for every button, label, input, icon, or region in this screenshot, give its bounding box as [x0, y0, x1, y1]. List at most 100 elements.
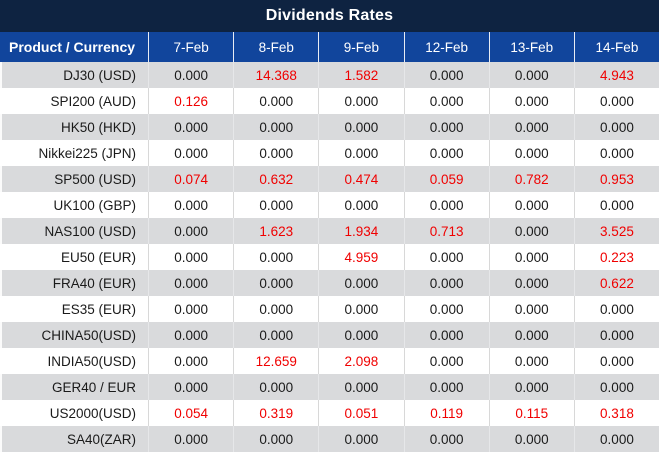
dividend-value-zero: 0.000	[403, 426, 489, 452]
product-name: SA40(ZAR)	[66, 431, 136, 447]
dividend-value-zero: 0.000	[403, 348, 489, 374]
dividend-value-zero: 0.000	[403, 88, 489, 114]
dividend-value-nonzero: 3.525	[573, 218, 659, 244]
product-name: INDIA50(USD)	[47, 353, 136, 369]
dividend-value-zero: 0.000	[573, 348, 659, 374]
product-name: ES35 (EUR)	[61, 301, 136, 317]
dividend-value-zero: 0.000	[148, 62, 233, 88]
column-header-date: 12-Feb	[403, 32, 489, 62]
dividend-value-nonzero: 0.119	[403, 400, 489, 426]
dividend-value-zero: 0.000	[403, 322, 489, 348]
dividend-value-zero: 0.000	[318, 114, 403, 140]
dividend-value-zero: 0.000	[148, 322, 233, 348]
dividend-value-zero: 0.000	[488, 114, 574, 140]
dividend-value-zero: 0.000	[488, 192, 574, 218]
dividend-value-zero: 0.000	[573, 88, 659, 114]
table-row: US2000(USD) 0.054 0.319 0.051 0.119 0.115 0.31…	[0, 400, 659, 426]
product-name: NAS100 (USD)	[44, 223, 136, 239]
column-header-date: 13-Feb	[488, 32, 574, 62]
dividend-value-nonzero: 1.623	[233, 218, 318, 244]
dividend-value-nonzero: 0.059	[403, 166, 489, 192]
dividend-value-nonzero: 0.953	[573, 166, 659, 192]
column-header-product-currency: Product / Currency	[9, 39, 136, 55]
product-name: US2000(USD)	[49, 405, 136, 421]
dividend-value-nonzero: 0.074	[148, 166, 233, 192]
table-row: HK50 (HKD) 0.000 0.000 0.000 0.000 0.000 0.000	[0, 114, 659, 140]
title-bar: Dividends Rates	[0, 0, 659, 32]
dividend-value-zero: 0.000	[488, 88, 574, 114]
dividend-value-zero: 0.000	[488, 348, 574, 374]
dividend-value-nonzero: 0.713	[403, 218, 489, 244]
product-name: HK50 (HKD)	[60, 119, 136, 135]
dividend-value-zero: 0.000	[233, 140, 318, 166]
product-name: CHINA50(USD)	[41, 327, 136, 343]
column-header-date: 8-Feb	[233, 32, 318, 62]
table-header-row: Product / Currency 7-Feb 8-Feb 9-Feb 12-Feb…	[0, 32, 659, 62]
dividend-value-zero: 0.000	[318, 296, 403, 322]
table-row: SPI200 (AUD) 0.126 0.000 0.000 0.000 0.000 0.0…	[0, 88, 659, 114]
dividend-value-nonzero: 0.115	[488, 400, 574, 426]
dividend-value-zero: 0.000	[233, 426, 318, 452]
dividend-value-zero: 0.000	[573, 114, 659, 140]
product-name: FRA40 (EUR)	[52, 275, 136, 291]
dividend-value-nonzero: 14.368	[233, 62, 318, 88]
dividend-value-nonzero: 0.782	[488, 166, 574, 192]
dividend-value-zero: 0.000	[403, 114, 489, 140]
product-name: SPI200 (AUD)	[50, 93, 136, 109]
dividend-value-zero: 0.000	[233, 270, 318, 296]
dividend-value-zero: 0.000	[573, 426, 659, 452]
dividend-value-zero: 0.000	[403, 62, 489, 88]
table-body: DJ30 (USD) 0.000 14.368 1.582 0.000 0.000 4.94…	[0, 62, 659, 452]
table-row: Nikkei225 (JPN) 0.000 0.000 0.000 0.000 0.000…	[0, 140, 659, 166]
dividend-value-zero: 0.000	[318, 192, 403, 218]
dividend-value-zero: 0.000	[318, 88, 403, 114]
dividend-value-nonzero: 12.659	[233, 348, 318, 374]
dividend-value-zero: 0.000	[573, 322, 659, 348]
dividend-value-zero: 0.000	[488, 218, 574, 244]
dividend-value-zero: 0.000	[403, 244, 489, 270]
dividend-value-zero: 0.000	[318, 374, 403, 400]
dividend-value-zero: 0.000	[318, 270, 403, 296]
dividend-value-nonzero: 4.943	[573, 62, 659, 88]
dividend-value-nonzero: 1.582	[318, 62, 403, 88]
dividend-value-zero: 0.000	[573, 296, 659, 322]
product-name: Nikkei225 (JPN)	[38, 145, 136, 161]
product-name: GER40 / EUR	[51, 379, 136, 395]
dividend-value-zero: 0.000	[233, 114, 318, 140]
dividend-value-zero: 0.000	[573, 140, 659, 166]
dividend-value-nonzero: 0.318	[573, 400, 659, 426]
table-row: SA40(ZAR) 0.000 0.000 0.000 0.000 0.000 0.000	[0, 426, 659, 452]
product-name: UK100 (GBP)	[53, 197, 136, 213]
dividend-value-zero: 0.000	[233, 192, 318, 218]
dividend-value-nonzero: 2.098	[318, 348, 403, 374]
dividend-value-nonzero: 4.959	[318, 244, 403, 270]
column-header-date: 7-Feb	[148, 32, 233, 62]
table-row: DJ30 (USD) 0.000 14.368 1.582 0.000 0.000 4.94…	[0, 62, 659, 88]
dividend-value-nonzero: 0.223	[573, 244, 659, 270]
dividend-value-zero: 0.000	[488, 296, 574, 322]
column-header-date: 14-Feb	[573, 32, 659, 62]
dividend-value-zero: 0.000	[403, 192, 489, 218]
table-row: EU50 (EUR) 0.000 0.000 4.959 0.000 0.000 0.223	[0, 244, 659, 270]
dividend-value-zero: 0.000	[233, 88, 318, 114]
table-row: INDIA50(USD) 0.000 12.659 2.098 0.000 0.000 0.…	[0, 348, 659, 374]
dividend-value-zero: 0.000	[488, 426, 574, 452]
dividend-value-zero: 0.000	[573, 192, 659, 218]
product-name: EU50 (EUR)	[60, 249, 136, 265]
dividend-value-nonzero: 0.474	[318, 166, 403, 192]
dividend-value-zero: 0.000	[403, 270, 489, 296]
dividend-value-zero: 0.000	[148, 296, 233, 322]
column-header-date: 9-Feb	[318, 32, 403, 62]
dividend-value-zero: 0.000	[148, 374, 233, 400]
dividend-value-zero: 0.000	[148, 244, 233, 270]
table-row: GER40 / EUR 0.000 0.000 0.000 0.000 0.000 0.00…	[0, 374, 659, 400]
dividend-value-zero: 0.000	[233, 322, 318, 348]
dividend-value-zero: 0.000	[403, 296, 489, 322]
dividend-value-zero: 0.000	[148, 114, 233, 140]
table-row: NAS100 (USD) 0.000 1.623 1.934 0.713 0.000 3.5…	[0, 218, 659, 244]
dividend-value-nonzero: 0.632	[233, 166, 318, 192]
dividend-value-zero: 0.000	[233, 374, 318, 400]
product-name: DJ30 (USD)	[63, 67, 136, 83]
dividend-value-zero: 0.000	[148, 426, 233, 452]
